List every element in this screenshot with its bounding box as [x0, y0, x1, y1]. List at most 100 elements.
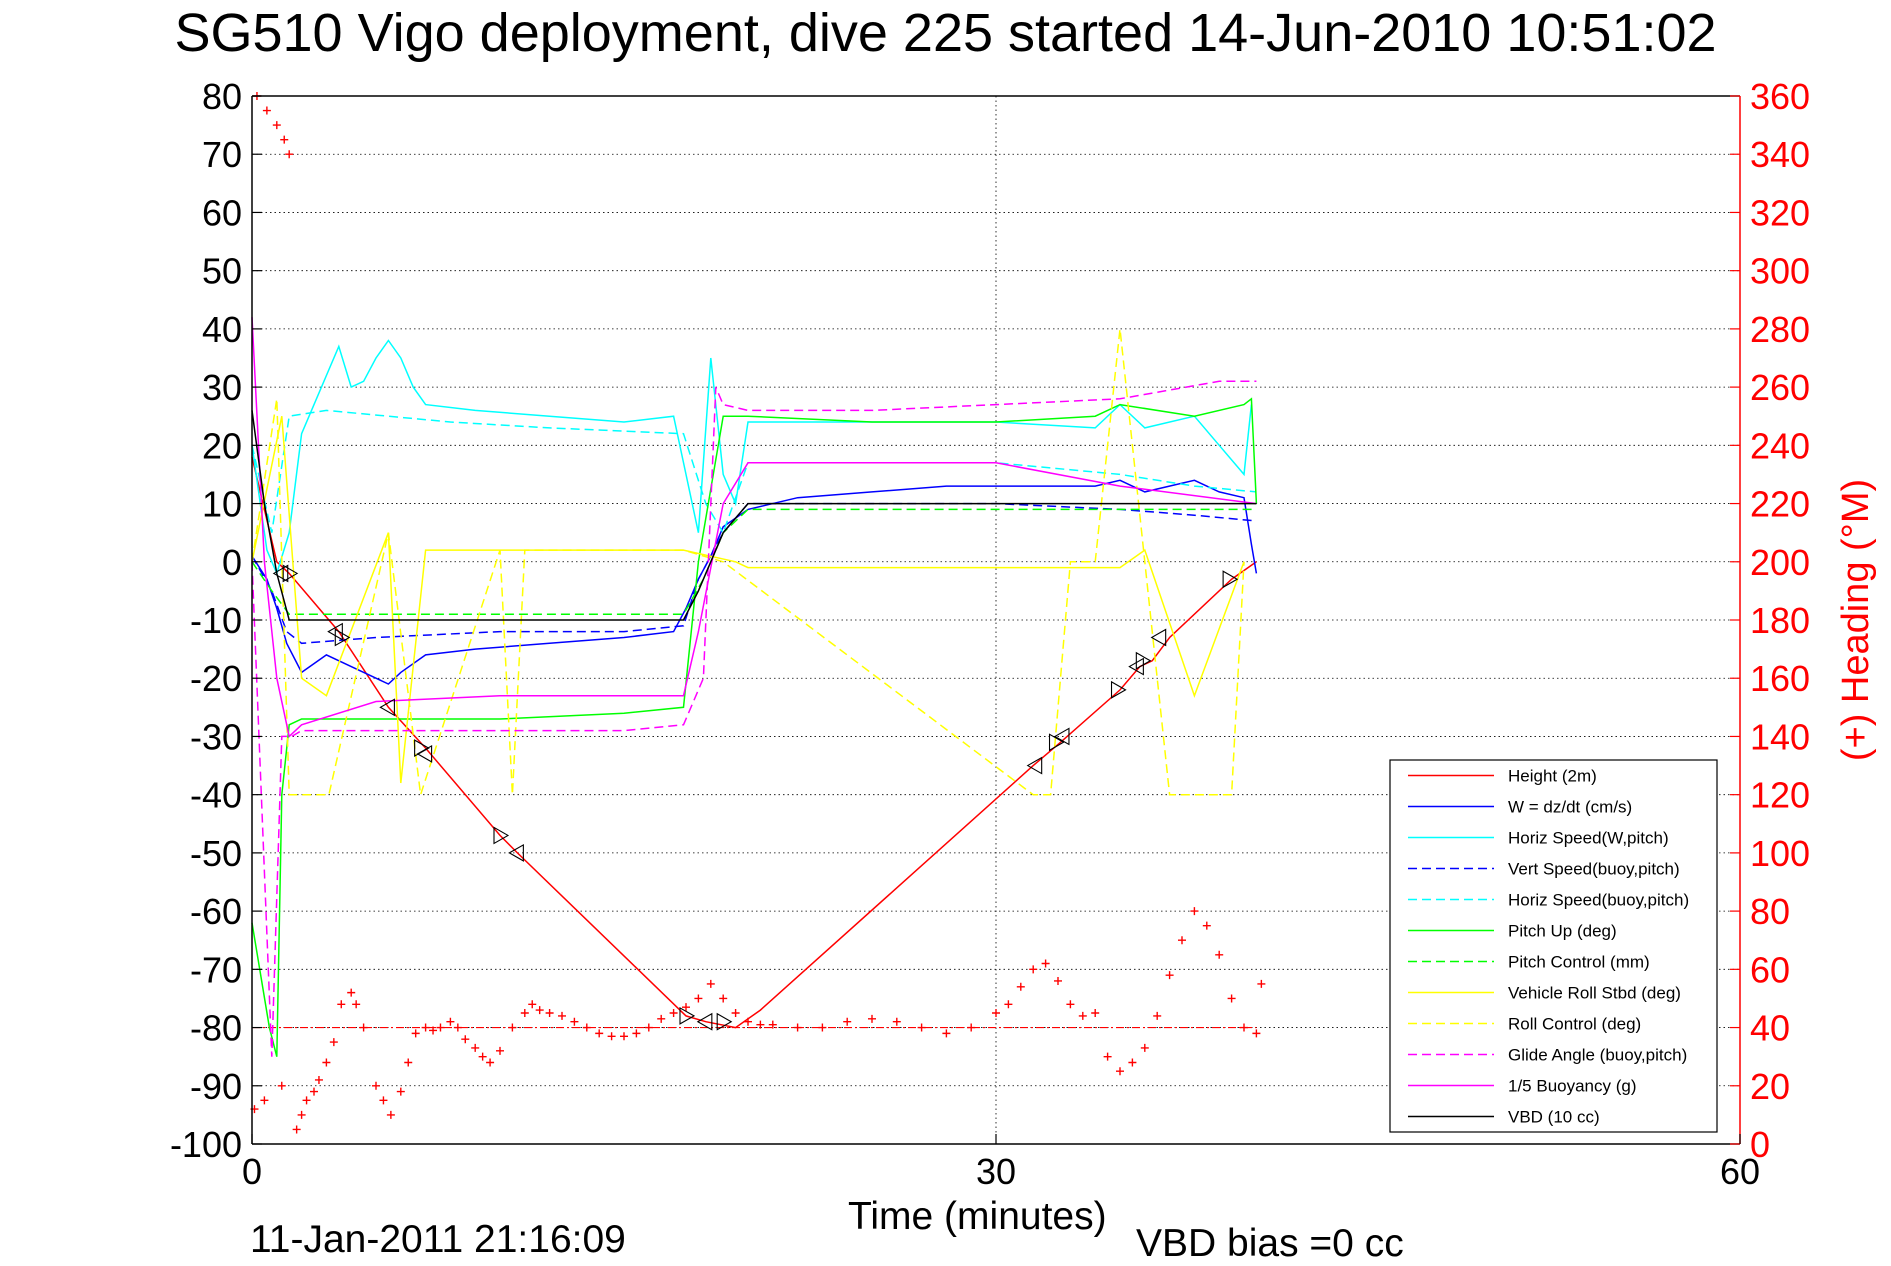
- heading-point: [768, 1020, 777, 1029]
- heading-point: [582, 1023, 591, 1032]
- heading-point: [496, 1046, 504, 1055]
- heading-point: [607, 1032, 616, 1041]
- y2-tick-label: 60: [1750, 949, 1790, 990]
- chart-title: SG510 Vigo deployment, dive 225 started …: [174, 3, 1717, 63]
- y-tick-label: 10: [202, 484, 242, 525]
- heading-point: [657, 1014, 666, 1023]
- legend-label: Pitch Control (mm): [1508, 953, 1650, 972]
- y-tick-label: 80: [202, 76, 242, 117]
- heading-point: [272, 121, 281, 130]
- heading-point: [478, 1052, 487, 1061]
- heading-point: [756, 1020, 765, 1029]
- heading-point: [322, 1058, 331, 1067]
- y2-tick-label: 40: [1750, 1008, 1790, 1049]
- heading-point: [1116, 1067, 1124, 1076]
- heading-point: [868, 1014, 876, 1023]
- y-tick-label: -30: [190, 716, 242, 757]
- y-tick-label: -10: [190, 600, 242, 641]
- heading-point: [386, 1110, 395, 1119]
- triangle-marker: [282, 564, 299, 583]
- heading-point: [1227, 994, 1236, 1003]
- heading-point: [1004, 1000, 1013, 1009]
- series-line-3: [251, 502, 1257, 645]
- y-tick-label: 30: [202, 367, 242, 408]
- triangle-marker: [1053, 727, 1070, 746]
- heading-point: [1165, 971, 1174, 980]
- y-tick-label: 20: [202, 425, 242, 466]
- heading-point: [404, 1058, 413, 1067]
- heading-point: [260, 1096, 269, 1105]
- triangle-marker: [1026, 756, 1043, 775]
- heading-point: [1066, 1000, 1075, 1009]
- legend-label: W = dz/dt (cm/s): [1508, 798, 1632, 817]
- triangle-marker: [1222, 570, 1239, 589]
- y-tick-label: -80: [190, 1008, 242, 1049]
- heading-point: [669, 1009, 678, 1017]
- y2-tick-label: 300: [1750, 251, 1810, 292]
- heading-point: [1215, 950, 1224, 959]
- heading-point: [719, 994, 728, 1003]
- x-tick-label: 0: [242, 1151, 262, 1192]
- heading-point: [508, 1023, 517, 1032]
- heading-point: [1016, 982, 1025, 991]
- heading-point: [314, 1075, 323, 1084]
- heading-point: [359, 1023, 368, 1032]
- heading-point: [379, 1096, 388, 1105]
- heading-point: [337, 1000, 346, 1009]
- triangle-marker: [716, 1012, 733, 1031]
- heading-point: [818, 1023, 827, 1032]
- heading-point: [1140, 1043, 1149, 1052]
- heading-point: [292, 1125, 301, 1134]
- y-tick-label: -50: [190, 833, 242, 874]
- y-tick-label: 40: [202, 309, 242, 350]
- triangle-marker: [679, 1006, 696, 1025]
- heading-point: [471, 1043, 480, 1052]
- heading-point: [558, 1011, 566, 1020]
- y2-tick-label: 120: [1750, 775, 1810, 816]
- heading-point: [843, 1017, 852, 1026]
- heading-point: [1240, 1023, 1248, 1032]
- triangle-marker: [379, 698, 395, 717]
- heading-point: [352, 1000, 361, 1009]
- heading-point: [682, 1003, 690, 1012]
- heading-point: [694, 994, 703, 1003]
- y-tick-label: 60: [202, 192, 242, 233]
- triangle-marker: [696, 1012, 713, 1031]
- heading-point: [632, 1029, 641, 1038]
- heading-point: [620, 1032, 628, 1041]
- y2-tick-label: 200: [1750, 542, 1810, 583]
- series-line-11: [251, 410, 1257, 621]
- y-tick-label: -20: [190, 658, 242, 699]
- heading-point: [262, 106, 271, 115]
- heading-point: [310, 1087, 318, 1096]
- y-tick-label: -60: [190, 891, 242, 932]
- heading-point: [1029, 965, 1038, 974]
- heading-point: [1153, 1011, 1162, 1020]
- heading-point: [1091, 1009, 1100, 1017]
- heading-point: [411, 1029, 420, 1038]
- y2-tick-label: 360: [1750, 76, 1810, 117]
- triangle-marker: [1135, 651, 1152, 670]
- legend-label: 1/5 Buoyancy (g): [1508, 1077, 1637, 1096]
- y-tick-label: 50: [202, 251, 242, 292]
- heading-point: [1041, 959, 1050, 968]
- heading-point: [421, 1023, 430, 1032]
- x-axis-label: Time (minutes): [848, 1195, 1107, 1238]
- y2-tick-label: 180: [1750, 600, 1810, 641]
- heading-point: [285, 150, 294, 159]
- heading-point: [1054, 976, 1062, 985]
- y-tick-label: -100: [170, 1124, 242, 1165]
- y2-tick-label: 100: [1750, 833, 1810, 874]
- y2-tick-label: 340: [1750, 134, 1810, 175]
- heading-point: [461, 1035, 470, 1044]
- heading-point: [302, 1096, 311, 1105]
- heading-point: [744, 1017, 752, 1026]
- triangle-marker: [1048, 733, 1065, 752]
- triangle-marker: [272, 564, 289, 583]
- series-line-4: [251, 409, 1257, 535]
- heading-point: [429, 1026, 438, 1035]
- heading-point: [992, 1009, 1000, 1017]
- y-tick-label: -70: [190, 949, 242, 990]
- y-tick-label: -40: [190, 775, 242, 816]
- series-line-7: [251, 416, 1245, 784]
